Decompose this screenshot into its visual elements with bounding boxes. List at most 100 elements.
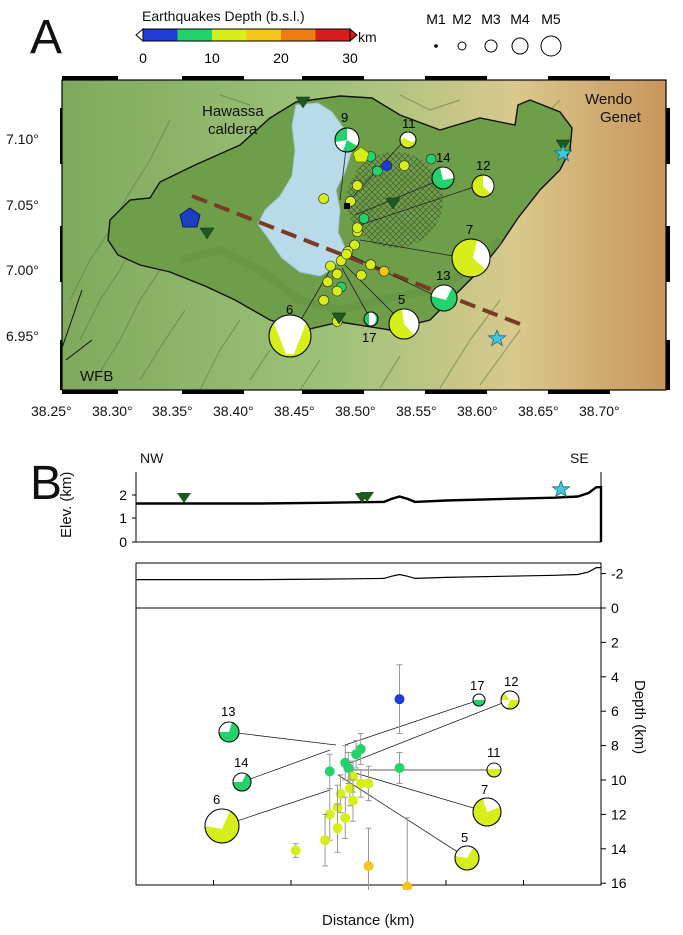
mag-label-m5: M5 bbox=[541, 11, 561, 27]
panel-b-letter: B bbox=[30, 457, 63, 510]
map-mech-label-9: 9 bbox=[341, 110, 348, 125]
depth-mech-label-11: 11 bbox=[487, 745, 501, 760]
depth-tick-label: 0 bbox=[611, 600, 619, 616]
depth-event-circle bbox=[351, 749, 362, 760]
map-event-circle bbox=[356, 269, 367, 281]
mag-symbol-m2 bbox=[457, 41, 467, 51]
map-mechanism-6 bbox=[268, 314, 312, 358]
wfb-fault bbox=[62, 289, 83, 349]
colorbar-tick-30: 30 bbox=[342, 50, 358, 66]
depth-tick-label: 12 bbox=[611, 806, 627, 822]
depth-event-circle bbox=[348, 771, 358, 782]
mag-symbol-m4 bbox=[511, 37, 529, 55]
elev-triangle-3 bbox=[360, 492, 374, 502]
map-mechanism-5 bbox=[388, 308, 420, 340]
colorbar-segment bbox=[246, 29, 282, 41]
map-x-tick-9: 38.70° bbox=[579, 403, 620, 419]
depth-event-circle bbox=[394, 762, 405, 773]
map-x-tick-4: 38.45° bbox=[274, 403, 315, 419]
nw-label: NW bbox=[140, 450, 164, 466]
map-event-circle bbox=[381, 160, 393, 172]
depth-event-circle bbox=[363, 861, 374, 871]
map-mech-label-12: 12 bbox=[476, 158, 490, 173]
depth-colorbar: 0 10 20 30 bbox=[135, 28, 358, 66]
map-mech-label-5: 5 bbox=[398, 292, 405, 307]
elev-star bbox=[551, 479, 571, 498]
map-mechanism-13 bbox=[430, 284, 458, 312]
depth-y-ticks: -2 0 2 4 6 8 10 12 14 16 bbox=[601, 566, 627, 890]
colorbar-unit: km bbox=[358, 29, 377, 45]
depth-event-circle bbox=[332, 823, 343, 834]
colorbar-tick-10: 10 bbox=[204, 50, 220, 66]
station-triangle bbox=[385, 197, 401, 210]
depth-event-circle bbox=[402, 881, 413, 890]
blue-pentagon bbox=[179, 207, 201, 228]
station-triangles bbox=[199, 96, 571, 325]
map-x-tick-6: 38.55° bbox=[396, 403, 437, 419]
map-mechanism-12 bbox=[471, 174, 495, 198]
map-event-circle bbox=[331, 268, 343, 280]
mag-symbol-m1 bbox=[434, 44, 438, 48]
station-triangle bbox=[199, 227, 215, 240]
depth-event-circle bbox=[363, 778, 374, 789]
depth-event-circle bbox=[320, 835, 331, 846]
depth-mechanism-17 bbox=[472, 693, 486, 707]
magnitude-legend: M1 M2 M3 M4 M5 bbox=[426, 11, 562, 57]
map-mechanism-14 bbox=[431, 166, 455, 190]
hawassa-label-1: Hawassa bbox=[202, 103, 264, 120]
depth-tick-label: 2 bbox=[611, 634, 619, 650]
map-event-circle bbox=[331, 285, 343, 297]
depth-tick-label: 16 bbox=[611, 875, 627, 890]
mag-label-m3: M3 bbox=[481, 11, 501, 27]
map-event-circle bbox=[398, 160, 410, 172]
depth-mech-label-6: 6 bbox=[213, 792, 220, 807]
map-x-tick-5: 38.50° bbox=[335, 403, 376, 419]
hawassa-label-2: caldera bbox=[208, 121, 258, 138]
colorbar-right-arrow bbox=[349, 28, 358, 43]
map-mech-label-11: 11 bbox=[402, 116, 416, 131]
map-mech-label-13: 13 bbox=[436, 268, 450, 283]
terrain-relief bbox=[69, 94, 561, 390]
mag-label-m4: M4 bbox=[510, 11, 530, 27]
station-triangle bbox=[295, 96, 311, 109]
mag-symbol-m5 bbox=[540, 35, 562, 57]
elev-tick-0: 0 bbox=[119, 534, 127, 550]
colorbar-segment bbox=[143, 29, 178, 41]
distance-axis-label: Distance (km) bbox=[322, 912, 415, 929]
colorbar-segment bbox=[212, 29, 247, 41]
map-y-tick-7.00: 7.00° bbox=[6, 262, 39, 278]
depth-tick-label: -2 bbox=[611, 566, 624, 582]
map-event-circle bbox=[325, 260, 336, 272]
depth-events bbox=[290, 664, 413, 890]
wendo-label-2: Genet bbox=[600, 109, 642, 126]
colorbar-tick-20: 20 bbox=[273, 50, 289, 66]
map-events bbox=[318, 151, 437, 327]
elev-axis-label: Elev. (km) bbox=[58, 471, 75, 538]
map-event-circle bbox=[351, 180, 363, 191]
map-y-tick-6.95: 6.95° bbox=[6, 328, 39, 344]
depth-tick-label: 8 bbox=[611, 738, 619, 754]
map-mechanism-9 bbox=[334, 127, 360, 153]
depth-mech-label-14: 14 bbox=[234, 755, 248, 770]
depth-event-circle bbox=[335, 788, 346, 799]
map-event-circle bbox=[349, 239, 360, 251]
profile-line bbox=[191, 194, 526, 328]
cyan-star-2 bbox=[487, 328, 507, 347]
depth-event-circle bbox=[324, 809, 335, 820]
map-event-circle bbox=[351, 222, 363, 234]
map-event-circle bbox=[341, 248, 352, 260]
map-x-tick-0: 38.25° bbox=[31, 403, 72, 419]
map-event-circle bbox=[322, 276, 334, 288]
depth-mechanism-14 bbox=[232, 772, 252, 792]
elev-tick-2: 2 bbox=[119, 487, 127, 503]
depth-axis-label: Depth (km) bbox=[631, 680, 648, 755]
depth-event-circle bbox=[324, 766, 335, 777]
colorbar-segment bbox=[315, 29, 351, 41]
panel-a-letter: A bbox=[30, 11, 63, 64]
depth-event-circle bbox=[394, 694, 405, 705]
elevation-axis bbox=[132, 472, 602, 543]
depth-mech-label-5: 5 bbox=[461, 830, 468, 845]
map-mech-label-17: 17 bbox=[362, 330, 376, 345]
map-x-tick-1: 38.30° bbox=[92, 403, 133, 419]
